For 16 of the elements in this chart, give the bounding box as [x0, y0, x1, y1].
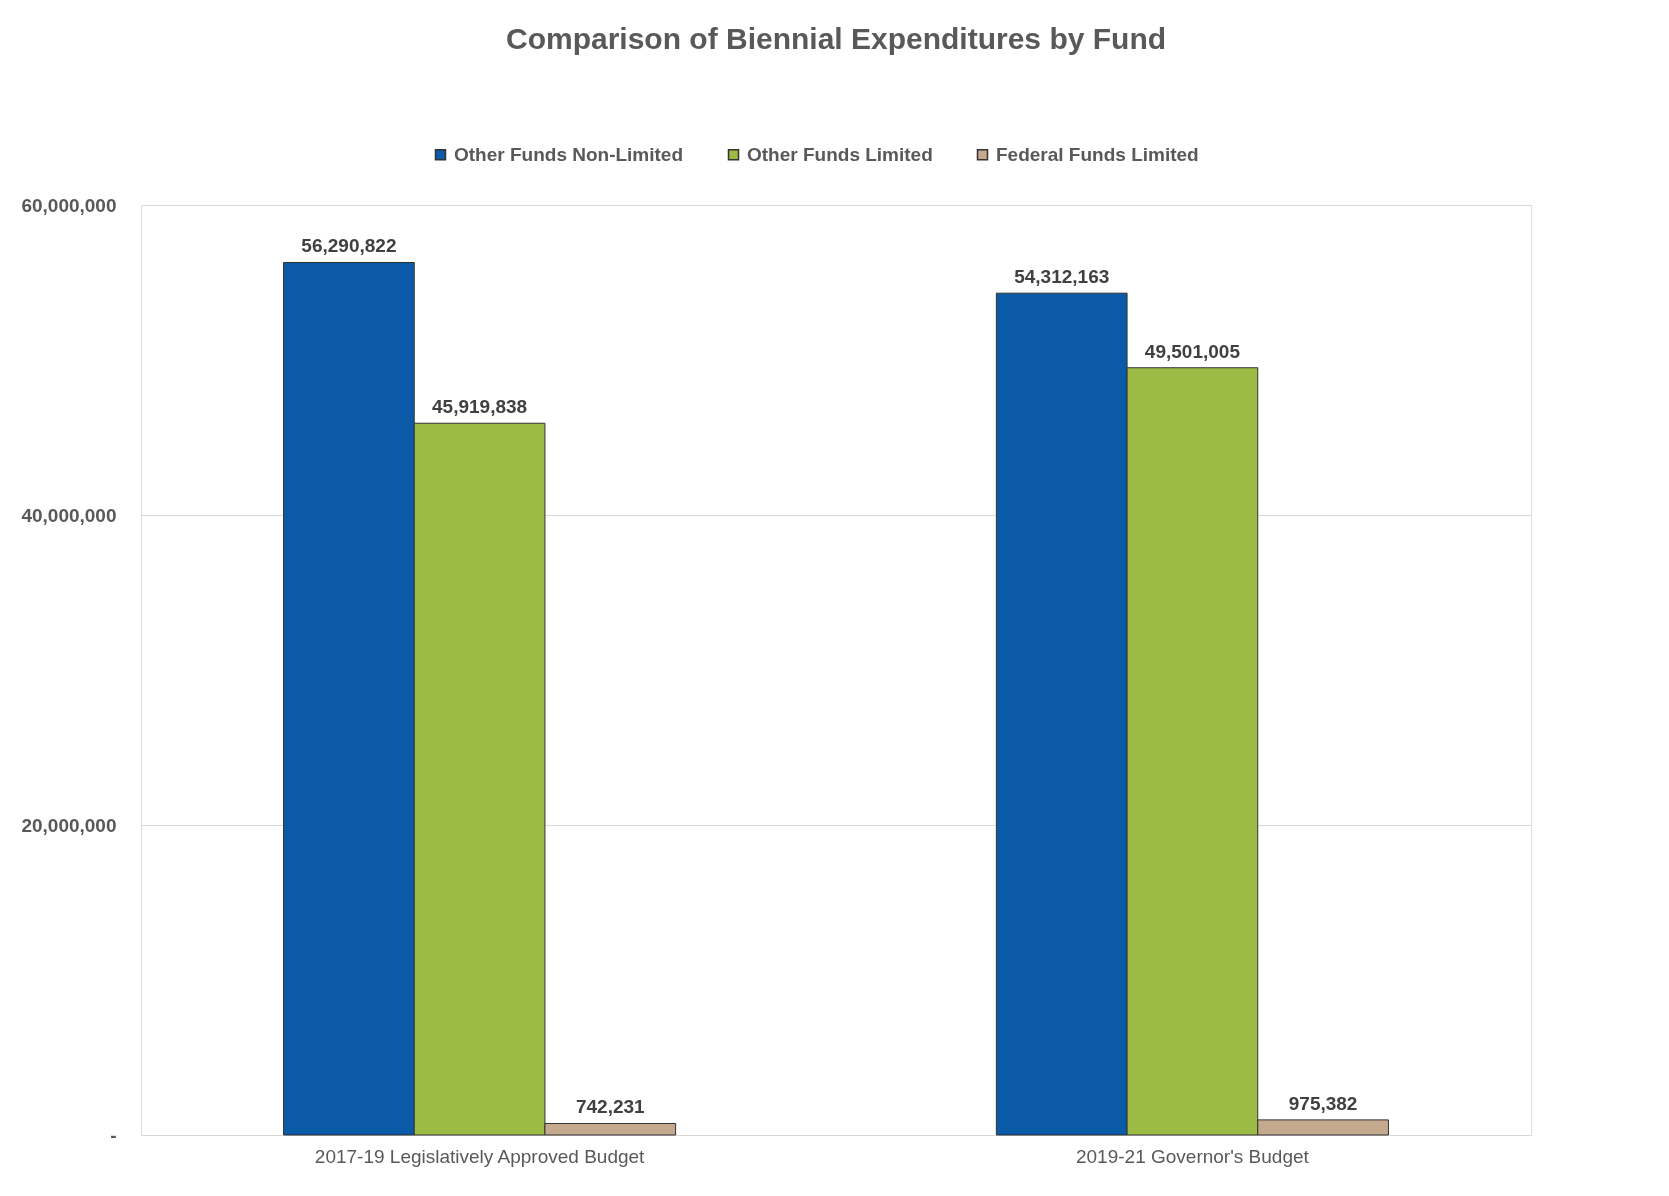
y-tick-label: 60,000,000 — [21, 194, 117, 216]
data-label: 49,501,005 — [1144, 340, 1241, 362]
data-label: 54,312,163 — [1014, 266, 1110, 288]
data-label: 742,231 — [575, 1096, 646, 1118]
data-label: 56,290,822 — [301, 235, 397, 257]
data-label: 45,919,838 — [432, 396, 528, 418]
chart-title: Comparison of Biennial Expenditures by Fund — [505, 22, 1167, 55]
y-tick-label: - — [110, 1124, 117, 1146]
legend-label: Other Funds Non-Limited — [454, 143, 684, 165]
y-tick-label: 40,000,000 — [21, 504, 117, 526]
y-tick-label: 20,000,000 — [21, 814, 117, 836]
data-label: 975,382 — [1288, 1092, 1358, 1114]
x-tick-label: 2019-21 Governor's Budget — [1075, 1145, 1310, 1167]
legend-label: Federal Funds Limited — [996, 143, 1199, 165]
legend-label: Other Funds Limited — [747, 143, 933, 165]
x-tick-label: 2017-19 Legislatively Approved Budget — [314, 1145, 646, 1167]
